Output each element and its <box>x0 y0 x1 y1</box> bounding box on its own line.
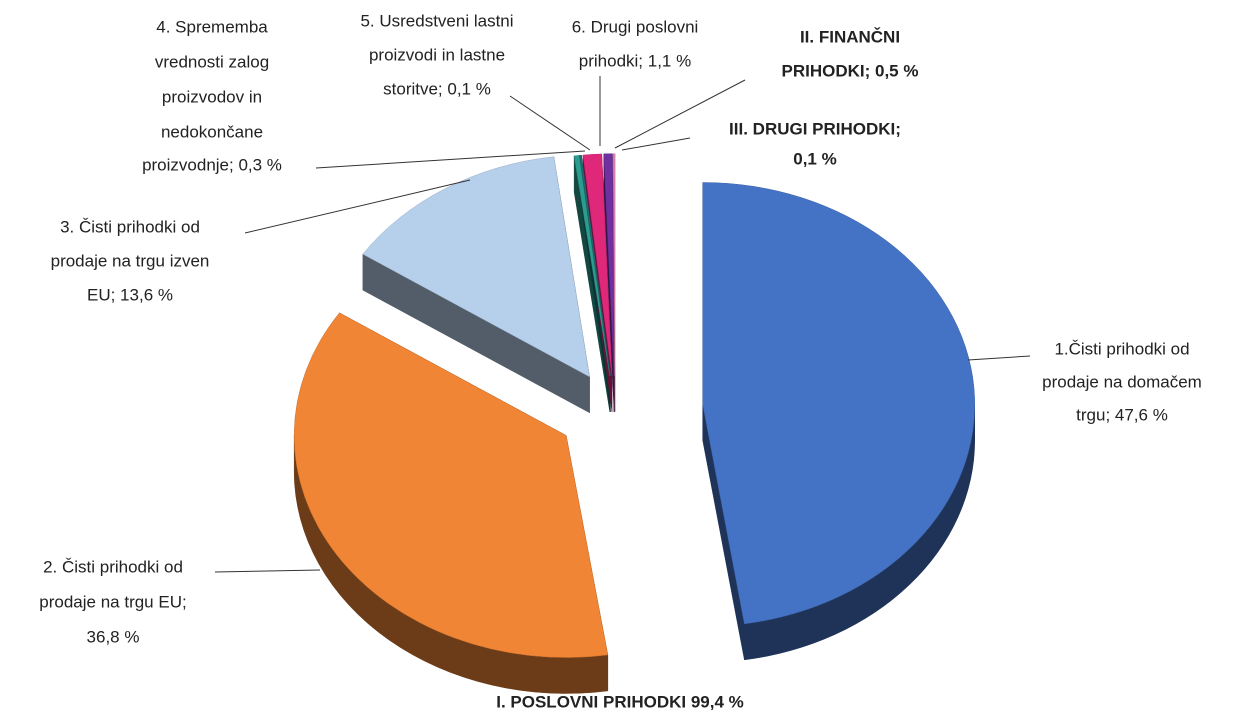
slice <box>603 153 615 376</box>
data-label: prodaje na trgu izven <box>51 251 210 270</box>
data-label: trgu; 47,6 % <box>1076 405 1168 424</box>
leader-line <box>315 150 586 169</box>
slice <box>612 153 616 376</box>
slice <box>293 312 609 658</box>
data-label: vrednosti zalog <box>155 52 269 71</box>
slice <box>702 182 975 625</box>
data-label: 1.Čisti prihodki od <box>1054 339 1189 358</box>
data-label: prodaje na domačem <box>1042 372 1202 391</box>
leader-line <box>214 569 321 573</box>
data-label: 2. Čisti prihodki od <box>43 557 183 576</box>
data-label: proizvodnje; 0,3 % <box>142 155 282 174</box>
leader-line <box>621 137 691 151</box>
data-label: III. DRUGI PRIHODKI; <box>729 119 901 138</box>
slice <box>582 153 613 376</box>
leader-line <box>509 95 591 151</box>
leader-line <box>614 79 746 149</box>
leader-line <box>967 355 1031 361</box>
data-label: 6. Drugi poslovni <box>572 17 699 36</box>
data-label: 4. Sprememba <box>156 17 268 36</box>
data-label: storitve; 0,1 % <box>383 79 491 98</box>
data-label: EU; 13,6 % <box>87 285 173 304</box>
chart-annotation: I. POSLOVNI PRIHODKI 99,4 % <box>496 692 744 711</box>
data-label: 3. Čisti prihodki od <box>60 217 200 236</box>
slice <box>579 154 611 376</box>
data-label: proizvodov in <box>162 87 262 106</box>
data-label: II. FINANČNI <box>800 27 900 46</box>
data-label: nedokončane <box>161 122 263 141</box>
slice <box>362 156 590 378</box>
data-label: prihodki; 1,1 % <box>579 51 691 70</box>
data-label: 5. Usredstveni lastni <box>360 11 513 30</box>
data-label: proizvodi in lastne <box>369 45 505 64</box>
data-label: 0,1 % <box>793 149 836 168</box>
data-label: prodaje na trgu EU; <box>39 592 186 611</box>
leader-line <box>244 179 471 234</box>
slice <box>573 155 611 377</box>
data-label: PRIHODKI; 0,5 % <box>782 61 919 80</box>
data-label: 36,8 % <box>87 627 140 646</box>
